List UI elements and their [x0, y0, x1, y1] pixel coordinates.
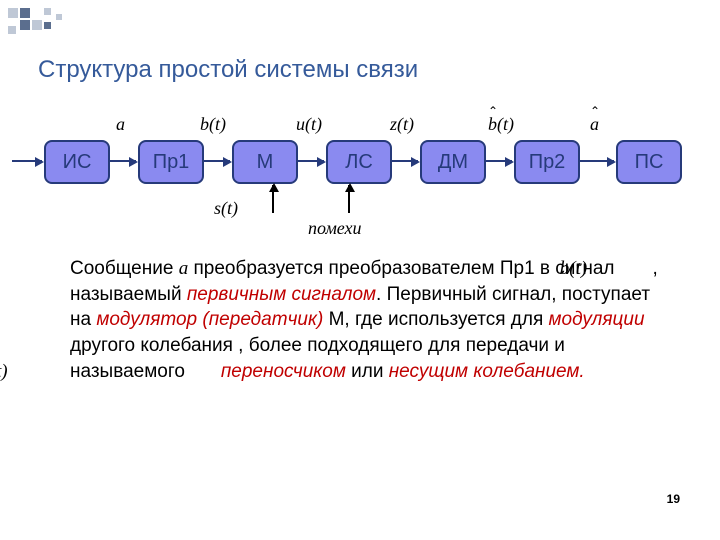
block-ls: ЛС: [326, 140, 392, 184]
text-run: Сообщение: [70, 258, 179, 279]
arrow-right: [108, 160, 136, 162]
decor-square: [44, 22, 51, 29]
arrow-right: [484, 160, 512, 162]
arrow-right: [390, 160, 418, 162]
description-paragraph: Сообщение a преобразуется преобразовател…: [70, 256, 660, 384]
block-pr1: Пр1: [138, 140, 204, 184]
arrow-right: [12, 160, 42, 162]
block-m: М: [232, 140, 298, 184]
block-dm: ДМ: [420, 140, 486, 184]
symbol-bt: b(t): [560, 258, 587, 279]
block-ps: ПС: [616, 140, 682, 184]
edge-label: a: [116, 114, 125, 135]
symbol-a: a: [179, 258, 189, 279]
arrow-up: [348, 185, 350, 213]
arrow-right: [296, 160, 324, 162]
decor-square: [56, 14, 62, 20]
decor-square: [44, 8, 51, 15]
edge-label: z(t): [390, 114, 414, 135]
corner-decoration: [8, 8, 98, 38]
em-carrier-wave: несущим колебанием.: [389, 361, 585, 382]
em-carrier: переносчиком: [221, 361, 346, 382]
slide-title: Структура простой системы связи: [38, 56, 418, 84]
arrow-right: [202, 160, 230, 162]
decor-square: [20, 20, 30, 30]
block-pr2: Пр2: [514, 140, 580, 184]
hat-accent: ⌃: [488, 104, 498, 119]
text-run: или: [351, 361, 389, 382]
em-modulation: модуляции: [549, 309, 645, 330]
decor-square: [8, 8, 18, 18]
edge-label: u(t): [296, 114, 322, 135]
flowchart: ИСПр1МЛСДМПр2ПСab(t)u(t)z(t)b(t)⌃a⌃s(t)п…: [0, 100, 720, 250]
arrow-right: [578, 160, 614, 162]
edge-label: s(t): [214, 198, 238, 219]
em-primary-signal: первичным сигналом: [187, 284, 376, 305]
arrow-up: [272, 185, 274, 213]
em-modulator: модулятор (передатчик): [96, 309, 323, 330]
block-is: ИС: [44, 140, 110, 184]
decor-square: [8, 26, 16, 34]
text-run: М, где используется для: [329, 309, 549, 330]
edge-label: помехи: [308, 218, 362, 239]
text-run: преобразуется преобразователем Пр1 в сиг…: [193, 258, 619, 279]
hat-accent: ⌃: [590, 104, 600, 119]
symbol-st: s(t): [0, 361, 8, 382]
decor-square: [20, 8, 30, 18]
decor-square: [32, 20, 42, 30]
edge-label: b(t): [200, 114, 226, 135]
page-number: 19: [667, 492, 680, 506]
